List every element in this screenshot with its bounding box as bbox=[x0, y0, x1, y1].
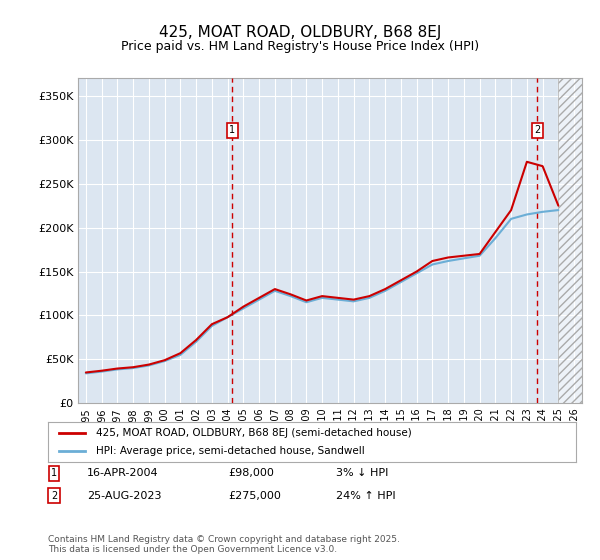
Text: 24% ↑ HPI: 24% ↑ HPI bbox=[336, 491, 395, 501]
Text: Price paid vs. HM Land Registry's House Price Index (HPI): Price paid vs. HM Land Registry's House … bbox=[121, 40, 479, 53]
Text: 16-APR-2004: 16-APR-2004 bbox=[87, 468, 158, 478]
Text: 2: 2 bbox=[51, 491, 57, 501]
Text: 1: 1 bbox=[229, 125, 235, 136]
Text: 2: 2 bbox=[534, 125, 540, 136]
Text: £275,000: £275,000 bbox=[228, 491, 281, 501]
Text: 425, MOAT ROAD, OLDBURY, B68 8EJ (semi-detached house): 425, MOAT ROAD, OLDBURY, B68 8EJ (semi-d… bbox=[95, 428, 411, 437]
Text: HPI: Average price, semi-detached house, Sandwell: HPI: Average price, semi-detached house,… bbox=[95, 446, 364, 456]
Text: 1: 1 bbox=[51, 468, 57, 478]
Text: £98,000: £98,000 bbox=[228, 468, 274, 478]
Text: Contains HM Land Registry data © Crown copyright and database right 2025.
This d: Contains HM Land Registry data © Crown c… bbox=[48, 535, 400, 554]
Text: 25-AUG-2023: 25-AUG-2023 bbox=[87, 491, 161, 501]
Text: 425, MOAT ROAD, OLDBURY, B68 8EJ: 425, MOAT ROAD, OLDBURY, B68 8EJ bbox=[159, 25, 441, 40]
Text: 3% ↓ HPI: 3% ↓ HPI bbox=[336, 468, 388, 478]
